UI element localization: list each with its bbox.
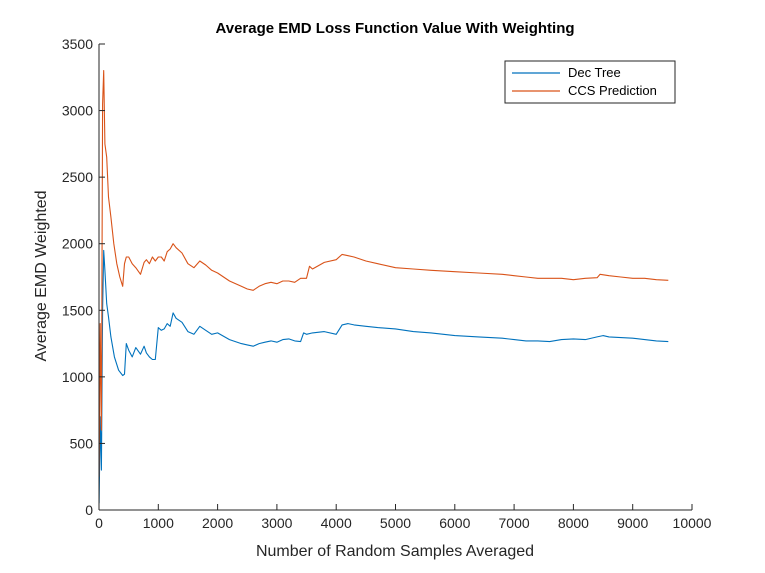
x-tick-label: 7000: [499, 515, 530, 531]
x-tick-label: 10000: [673, 515, 712, 531]
y-tick-label: 3000: [62, 103, 93, 119]
x-tick-label: 8000: [558, 515, 589, 531]
legend: Dec Tree CCS Prediction: [504, 60, 676, 104]
chart-title: Average EMD Loss Function Value With Wei…: [215, 20, 574, 37]
x-axis-label: Number of Random Samples Averaged: [256, 543, 534, 560]
y-axis-label: Average EMD Weighted: [33, 190, 50, 361]
y-tick-label: 2500: [62, 169, 93, 185]
x-tick-label: 5000: [380, 515, 411, 531]
axes-layer: 0 1000 2000 3000 4000 5000 6000 7000 8000 9000 100…: [62, 36, 712, 531]
x-tick-label: 3000: [261, 515, 292, 531]
y-tick-label: 500: [70, 435, 94, 451]
x-tick-label: 1000: [143, 515, 174, 531]
y-tick-label: 2000: [62, 236, 93, 252]
legend-box: [504, 60, 676, 104]
y-tick-label: 1500: [62, 302, 93, 318]
x-tick-label: 4000: [321, 515, 352, 531]
series-line-dec-tree: [98, 249, 669, 504]
x-tick-label: 9000: [617, 515, 648, 531]
legend-label-dec-tree: Dec Tree: [568, 65, 621, 80]
y-tick-label: 1000: [62, 369, 93, 385]
series-line-ccs-prediction: [98, 70, 669, 477]
x-tick-label: 2000: [202, 515, 233, 531]
x-tick-label: 0: [95, 515, 103, 531]
legend-label-ccs-prediction: CCS Prediction: [568, 83, 657, 98]
series-layer: [98, 70, 669, 504]
x-tick-label: 6000: [439, 515, 470, 531]
y-tick-label: 3500: [62, 36, 93, 52]
y-tick-label: 0: [85, 502, 93, 518]
